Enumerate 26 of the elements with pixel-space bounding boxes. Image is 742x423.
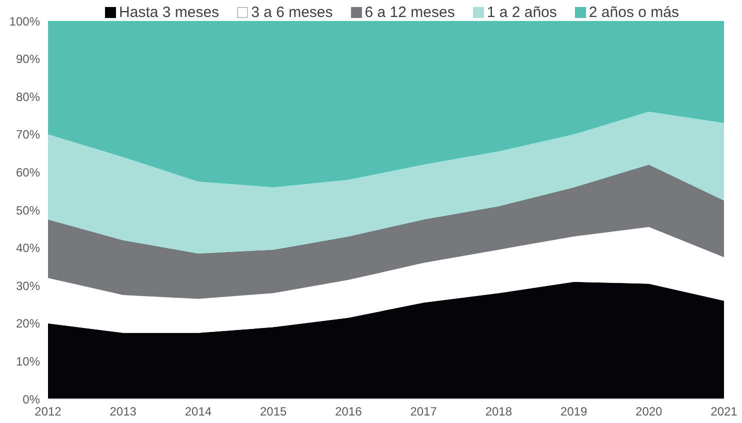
y-tick-label: 20%: [16, 316, 40, 331]
y-tick-label: 30%: [16, 278, 40, 293]
y-tick-label: 100%: [9, 14, 40, 28]
y-tick-label: 80%: [16, 90, 40, 104]
legend-label: 2 años o más: [588, 4, 679, 21]
x-tick-label: 2014: [184, 404, 212, 419]
x-tick-label: 2017: [410, 404, 438, 419]
legend-label: Hasta 3 meses: [119, 4, 220, 21]
legend-label: 6 a 12 meses: [364, 4, 455, 21]
y-tick-label: 10%: [16, 354, 40, 368]
y-tick-label: 70%: [16, 128, 40, 142]
x-tick-label: 2013: [110, 404, 137, 419]
x-tick-label: 2019: [560, 404, 588, 419]
y-tick-label: 60%: [16, 165, 40, 180]
legend-label: 1 a 2 años: [486, 4, 557, 21]
x-tick-label: 2020: [636, 404, 663, 419]
x-tick-label: 2015: [260, 404, 288, 419]
y-tick-label: 0%: [22, 392, 40, 406]
y-tick-label: 40%: [16, 241, 40, 256]
legend-label: 3 a 6 meses: [251, 4, 333, 21]
x-tick-label: 2016: [335, 404, 362, 419]
x-tick-label: 2018: [485, 404, 512, 419]
y-tick-label: 50%: [16, 203, 40, 218]
x-tick-label: 2012: [34, 404, 62, 419]
y-tick-label: 90%: [16, 52, 40, 66]
x-tick-label: 2021: [710, 404, 738, 419]
